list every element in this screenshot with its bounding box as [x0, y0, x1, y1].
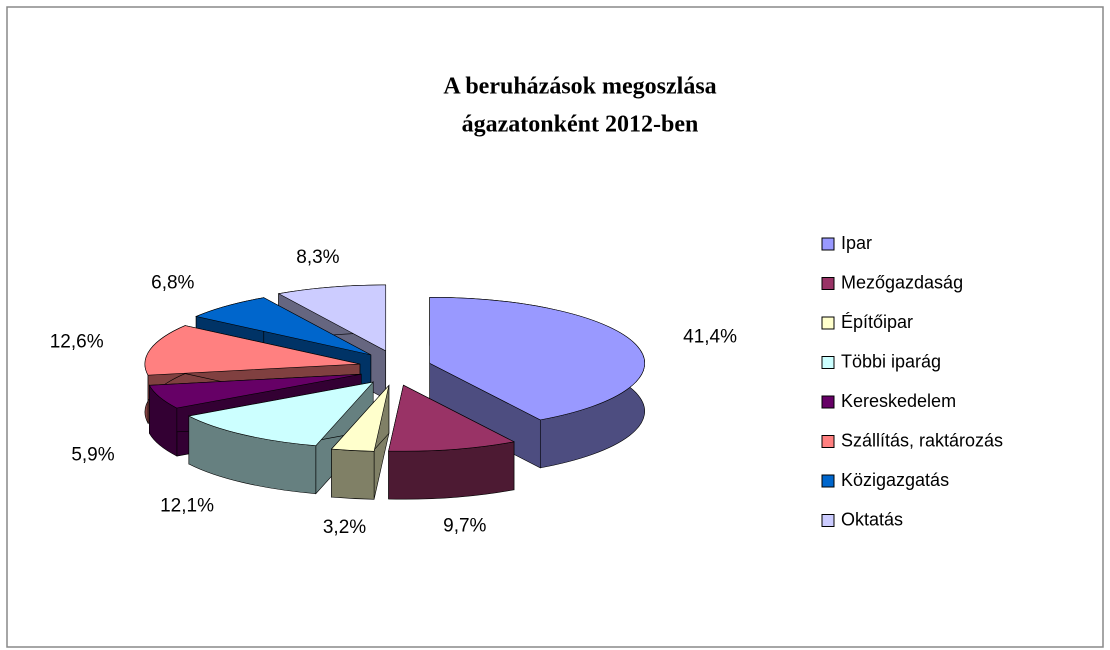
slice-top [277, 284, 387, 352]
legend-swatch [821, 435, 835, 448]
data-label: 5,9% [71, 445, 114, 466]
legend-swatch [821, 514, 835, 527]
slice-top [429, 296, 645, 421]
slice-top [195, 297, 371, 356]
chart-title: A beruházások megoszlása [443, 74, 716, 100]
legend-swatch [821, 277, 835, 290]
chart-title: ágazatonként 2012-ben [462, 112, 699, 138]
data-label: 12,6% [50, 332, 104, 353]
legend-label: Mezőgazdaság [841, 272, 963, 292]
data-label: 12,1% [160, 495, 214, 516]
legend-swatch [821, 237, 835, 251]
data-label: 3,2% [323, 517, 366, 538]
legend-label: Többi iparág [841, 351, 941, 371]
legend-swatch [821, 316, 835, 330]
data-label: 6,8% [151, 273, 194, 294]
data-label: 8,3% [296, 247, 339, 268]
pie-slice [330, 384, 390, 500]
legend-label: Szállítás, raktározás [841, 430, 1003, 450]
slice-top [148, 373, 362, 409]
slice-top [144, 325, 360, 376]
legend-label: Közigazgatás [841, 470, 949, 490]
legend-label: Kereskedelem [841, 391, 956, 411]
legend-label: Építőipar [841, 312, 913, 332]
legend-swatch [821, 474, 835, 488]
data-label: 9,7% [443, 516, 486, 537]
legend-label: Oktatás [841, 509, 903, 529]
pie-slice [388, 384, 515, 500]
slice-wall [331, 448, 375, 500]
data-label: 41,4% [683, 327, 737, 348]
slice-top [388, 384, 515, 452]
slice-top [187, 381, 375, 446]
slice-top [330, 384, 390, 452]
legend-label: Ipar [841, 233, 872, 253]
legend-swatch [821, 356, 835, 369]
pie-slice [187, 381, 375, 495]
legend-swatch [821, 395, 835, 409]
